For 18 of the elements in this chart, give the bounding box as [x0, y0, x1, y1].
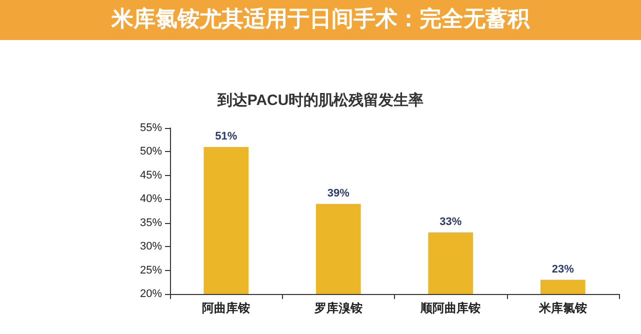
y-tick-label: 20% [140, 288, 162, 300]
x-tick-label: 顺阿曲库铵 [420, 301, 481, 315]
data-label: 51% [215, 130, 238, 142]
x-tick-label: 阿曲库铵 [202, 301, 250, 315]
x-tick-label: 米库氯铵 [538, 301, 587, 315]
data-label: 33% [440, 216, 462, 228]
y-tick-label: 30% [140, 240, 162, 253]
chart-title: 米库氯铵尤其适用于日间手术：完全无蓄积 [0, 0, 641, 40]
y-tick-label: 55% [140, 122, 162, 134]
data-label: 39% [327, 187, 350, 200]
y-tick-label: 40% [140, 193, 162, 206]
y-tick-label: 45% [140, 169, 162, 182]
chart-subtitle: 到达PACU时的肌松残留发生率 [216, 91, 424, 109]
y-tick-label: 50% [140, 146, 162, 158]
x-tick-label: 罗库溴铵 [313, 301, 362, 315]
y-tick-label: 25% [140, 264, 162, 276]
data-label: 23% [552, 263, 574, 276]
y-tick-label: 35% [140, 216, 162, 229]
